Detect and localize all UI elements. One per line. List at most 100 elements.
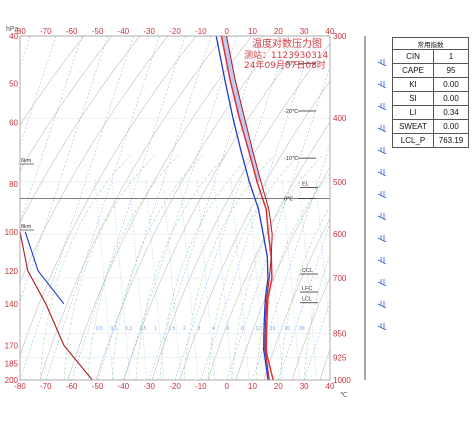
indices-row: LI 0.34 [392,105,469,120]
mixing-ratio-line [264,179,284,380]
x-tick-bottom: -50 [92,382,104,391]
y-tick-right: 700 [333,274,347,283]
mixing-ratio-label: 12 [256,326,262,332]
indices-header: 常用指数 [392,37,469,50]
isotherm-line [174,36,289,380]
y-tick-left: 100 [5,228,19,237]
x-tick-bottom: 10 [248,382,257,391]
y-tick-right: 1000 [333,376,351,385]
unit-celsius: ℃ [340,392,348,399]
x-tick-top: -40 [118,27,130,36]
mixing-ratio-label: 8 [241,326,244,332]
wind-barb [377,235,387,243]
moist-adiabat [63,155,155,380]
wind-barb [377,147,387,155]
isotherm-line [123,36,238,380]
dry-adiabat [235,166,330,380]
isotherm-line [278,222,330,380]
wind-barb [377,169,387,177]
level-marker-lcl: LCL [302,297,312,303]
isotherm-line [71,36,186,380]
y-tick-right: 400 [333,114,347,123]
y-tick-left: 50 [9,80,18,89]
y-tick-left: 60 [9,119,18,128]
x-tick-top: -50 [92,27,104,36]
wind-barb [377,103,387,111]
wind-barb [377,125,387,133]
mixing-ratio-line [315,179,330,339]
x-tick-top: -10 [195,27,207,36]
y-tick-right: 850 [333,330,347,339]
dry-adiabat [20,36,85,126]
mixing-ratio-line [230,179,250,380]
isotherm-label: -10℃ [284,156,299,162]
index-value: 0.34 [433,105,469,120]
dry-adiabat [291,276,330,380]
y-tick-left: 170 [5,341,19,350]
parcel-curve [226,36,273,380]
y-tick-left: 200 [5,376,19,385]
isotherm-line [45,36,160,380]
y-tick-right: 600 [333,230,347,239]
x-tick-top: 40 [326,27,335,36]
indices-row: SI 0.00 [392,91,469,106]
mixing-ratio-label: 6 [227,326,230,332]
index-value: 95 [433,63,469,78]
station-label: 测站：1123930314 [244,49,329,61]
moist-adiabat [231,155,323,380]
x-tick-bottom: 40 [326,382,335,391]
moist-adiabat [159,155,251,380]
height-marker-label: 6km [21,158,32,164]
mixing-ratio-line [247,179,267,380]
mixing-ratio-line [298,179,318,380]
x-tick-bottom: -10 [195,382,207,391]
x-tick-bottom: -80 [14,382,26,391]
level-marker-el: EL [302,182,309,188]
dry-adiabat [20,36,197,357]
chart-title-block: 温度对数压力图 测站：1123930314 24年09月07日08时 [244,37,329,71]
isotherm-line [20,36,57,146]
y-tick-left: 140 [5,300,19,309]
mixing-ratio-line [128,179,148,380]
index-value: 0.00 [433,119,469,134]
mixing-ratio-line [281,179,301,380]
wind-barb [377,301,387,309]
isotherm-line [303,300,330,380]
mixing-ratio-line [179,179,199,380]
indices-row: KI 0.00 [392,77,469,92]
y-tick-right: 300 [333,32,347,41]
moist-adiabat [183,155,275,380]
y-tick-right: 500 [333,178,347,187]
index-name: LCL_P [392,133,434,148]
index-name: SI [392,91,434,106]
y-tick-right: 925 [333,354,347,363]
mixing-ratio-label: 1 [154,326,157,332]
dry-adiabat [20,36,169,284]
mixing-ratio-line [111,179,131,380]
index-value: 0.00 [433,91,469,106]
mixing-ratio-label: 4 [212,326,215,332]
unit-hpa: hPa [6,26,19,33]
moist-adiabat [255,173,330,380]
x-tick-top: -80 [14,27,26,36]
wind-barb [377,213,387,221]
moist-adiabat [135,155,227,380]
dewpoint-curve [215,36,269,380]
x-tick-top: -20 [169,27,181,36]
isotherm-line [20,36,83,225]
index-name: SWEAT [392,119,434,134]
isotherm-line [148,36,263,380]
y-tick-left: 185 [5,359,19,368]
x-tick-top: -30 [143,27,155,36]
index-name: CIN [392,49,434,64]
dry-adiabat [207,121,330,380]
index-name: LI [392,105,434,120]
mixing-ratio-line [145,179,165,380]
x-tick-top: 10 [248,27,257,36]
dry-adiabat [123,36,309,380]
index-name: CAPE [392,63,434,78]
x-tick-top: 0 [224,27,229,36]
moist-adiabat [279,206,330,380]
moist-adiabat [111,155,203,380]
